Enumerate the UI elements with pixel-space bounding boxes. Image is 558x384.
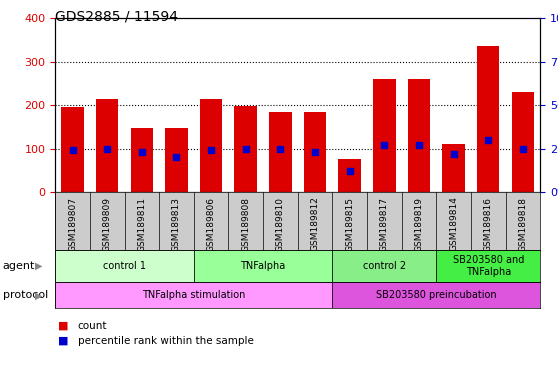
Point bbox=[206, 147, 215, 153]
Bar bbox=[333, 282, 540, 308]
Bar bbox=[131, 128, 153, 192]
Bar bbox=[61, 107, 84, 192]
Text: GSM189813: GSM189813 bbox=[172, 197, 181, 252]
Text: GSM189818: GSM189818 bbox=[518, 197, 527, 252]
Point bbox=[518, 146, 527, 152]
Bar bbox=[55, 282, 333, 308]
Point bbox=[68, 147, 77, 153]
Text: GSM189819: GSM189819 bbox=[415, 197, 424, 252]
Text: GSM189806: GSM189806 bbox=[206, 197, 215, 252]
Bar bbox=[408, 79, 430, 192]
Bar bbox=[304, 113, 326, 192]
Bar bbox=[338, 159, 361, 192]
Bar bbox=[165, 127, 187, 192]
Text: GSM189814: GSM189814 bbox=[449, 197, 458, 252]
Text: GSM189811: GSM189811 bbox=[137, 197, 146, 252]
Point bbox=[103, 146, 112, 152]
Text: GSM189808: GSM189808 bbox=[241, 197, 250, 252]
Point bbox=[449, 151, 458, 157]
Bar bbox=[436, 250, 540, 282]
Text: GSM189809: GSM189809 bbox=[103, 197, 112, 252]
Text: control 2: control 2 bbox=[363, 261, 406, 271]
Bar bbox=[194, 250, 333, 282]
Text: control 1: control 1 bbox=[103, 261, 146, 271]
Bar bbox=[512, 92, 534, 192]
Text: GSM189807: GSM189807 bbox=[68, 197, 77, 252]
Text: agent: agent bbox=[3, 261, 35, 271]
Bar bbox=[269, 111, 292, 192]
Text: SB203580 preincubation: SB203580 preincubation bbox=[376, 290, 497, 300]
Text: ■: ■ bbox=[58, 336, 69, 346]
Point bbox=[484, 137, 493, 143]
Text: SB203580 and
TNFalpha: SB203580 and TNFalpha bbox=[453, 255, 524, 277]
Text: TNFalpha stimulation: TNFalpha stimulation bbox=[142, 290, 246, 300]
Point bbox=[311, 149, 320, 155]
Text: percentile rank within the sample: percentile rank within the sample bbox=[78, 336, 253, 346]
Point bbox=[345, 168, 354, 174]
Text: TNFalpha: TNFalpha bbox=[240, 261, 286, 271]
Bar bbox=[200, 99, 222, 192]
Bar bbox=[477, 46, 499, 192]
Point bbox=[241, 146, 250, 152]
Bar bbox=[234, 106, 257, 192]
Bar bbox=[373, 79, 396, 192]
Point bbox=[172, 154, 181, 160]
Point bbox=[276, 146, 285, 152]
Bar bbox=[55, 250, 194, 282]
Point bbox=[415, 142, 424, 148]
Text: GSM189817: GSM189817 bbox=[380, 197, 389, 252]
Text: count: count bbox=[78, 321, 107, 331]
Text: protocol: protocol bbox=[3, 290, 48, 300]
Text: GSM189812: GSM189812 bbox=[310, 197, 320, 252]
Text: GDS2885 / 11594: GDS2885 / 11594 bbox=[55, 10, 178, 23]
Text: GSM189816: GSM189816 bbox=[484, 197, 493, 252]
Bar bbox=[96, 99, 118, 192]
Text: ▶: ▶ bbox=[35, 290, 42, 300]
Bar bbox=[442, 144, 465, 192]
Text: ▶: ▶ bbox=[35, 261, 42, 271]
Text: GSM189815: GSM189815 bbox=[345, 197, 354, 252]
Text: GSM189810: GSM189810 bbox=[276, 197, 285, 252]
Point bbox=[380, 142, 389, 148]
Bar bbox=[333, 250, 436, 282]
Text: ■: ■ bbox=[58, 321, 69, 331]
Point bbox=[137, 149, 146, 155]
